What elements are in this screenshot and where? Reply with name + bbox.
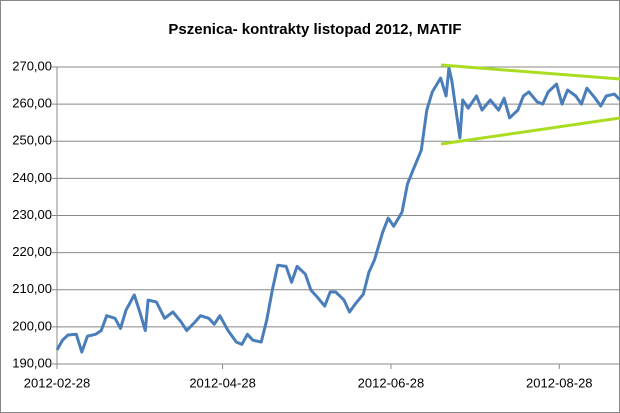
y-tick-label: 270,00 (12, 58, 52, 73)
y-tick-label: 200,00 (12, 318, 52, 333)
x-tick-label: 2012-02-28 (24, 375, 91, 390)
y-tick-label: 230,00 (12, 207, 52, 222)
y-tick-label: 250,00 (12, 133, 52, 148)
x-tick-label: 2012-08-28 (526, 375, 593, 390)
y-tick-label: 240,00 (12, 170, 52, 185)
line-series (55, 66, 620, 354)
trend-line (440, 63, 620, 81)
y-tick-label: 220,00 (12, 244, 52, 259)
plot (55, 66, 620, 354)
y-tick-label: 210,00 (12, 281, 52, 296)
x-tick-label: 2012-06-28 (358, 375, 425, 390)
x-tick-label: 2012-04-28 (189, 375, 256, 390)
trend-line (440, 116, 620, 146)
y-tick-label: 260,00 (12, 96, 52, 111)
chart-title: Pszenica- kontrakty listopad 2012, MATIF (168, 21, 461, 38)
y-tick-label: 190,00 (12, 355, 52, 370)
grid: 190,00 200,00 210,00 220,00 230,00 240,00 250,… (12, 58, 620, 390)
